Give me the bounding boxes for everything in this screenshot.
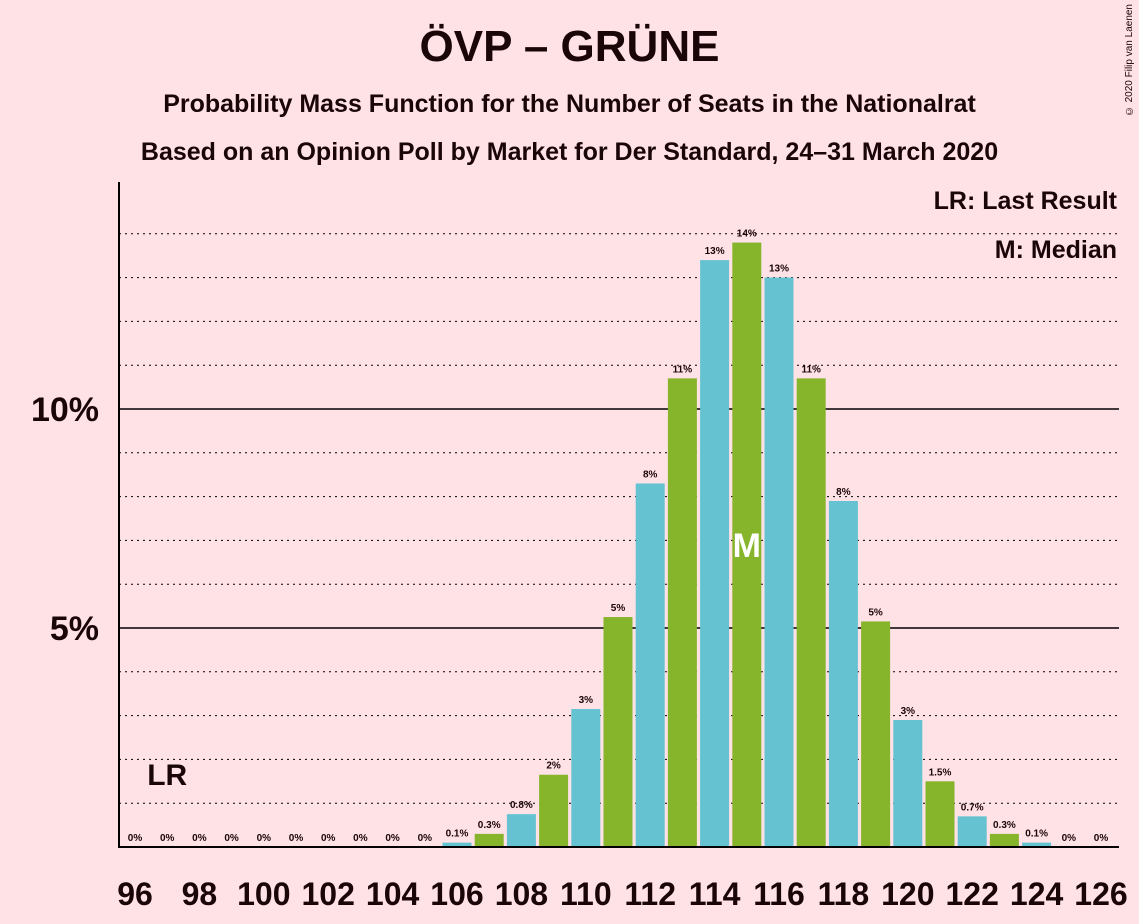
bar-seat-107 bbox=[474, 833, 504, 847]
bar-value-label: 0% bbox=[353, 833, 368, 844]
bar-seat-124 bbox=[1022, 842, 1052, 847]
bar-value-label: 0.8% bbox=[510, 800, 533, 811]
bar-value-label: 0.1% bbox=[1025, 829, 1048, 840]
legend-median: M: Median bbox=[995, 236, 1117, 264]
bar-value-label: 3% bbox=[579, 695, 594, 706]
bar-seat-117 bbox=[796, 378, 826, 847]
last-result-marker: LR bbox=[147, 759, 187, 792]
x-tick-label: 120 bbox=[881, 876, 934, 912]
bar-value-label: 0.1% bbox=[446, 829, 469, 840]
value-labels: 0% 0% 0% 0% 0% 0% 0% 0% 0% 0% 0.1% 0.3% 0.8% 2% 3% 5% 8%… bbox=[128, 229, 1109, 844]
y-tick-label: 10% bbox=[31, 391, 99, 429]
bar-seat-112 bbox=[635, 483, 665, 847]
bar-seat-110 bbox=[571, 709, 601, 847]
bar-seat-120 bbox=[893, 719, 923, 847]
bar-value-label: 14% bbox=[737, 229, 757, 240]
bar-value-label: 2% bbox=[546, 761, 561, 772]
chart-title: ÖVP – GRÜNE bbox=[419, 22, 720, 71]
x-tick-label: 114 bbox=[689, 876, 741, 912]
bar-value-label: 0% bbox=[128, 833, 143, 844]
bar-value-label: 5% bbox=[611, 603, 626, 614]
bar-value-label: 0% bbox=[289, 833, 304, 844]
bar-value-label: 13% bbox=[705, 246, 725, 257]
bar-value-label: 0% bbox=[160, 833, 175, 844]
bar-seat-113 bbox=[667, 378, 697, 847]
bar-seat-123 bbox=[989, 833, 1019, 847]
bar-value-label: 0.3% bbox=[478, 820, 501, 831]
bar-value-label: 0% bbox=[385, 833, 400, 844]
bar-seat-106 bbox=[442, 842, 472, 847]
bar-value-label: 0% bbox=[224, 833, 239, 844]
x-tick-label: 100 bbox=[237, 876, 290, 912]
bar-seat-116 bbox=[764, 277, 794, 848]
chart-subtitle: Probability Mass Function for the Number… bbox=[163, 90, 976, 118]
y-tick-label: 5% bbox=[50, 610, 99, 648]
bar-value-label: 8% bbox=[836, 487, 851, 498]
x-tick-label: 104 bbox=[366, 876, 420, 912]
x-tick-label: 118 bbox=[818, 876, 870, 912]
chart-source-line: Based on an Opinion Poll by Market for D… bbox=[140, 138, 999, 166]
x-tick-label: 108 bbox=[495, 876, 548, 912]
bar-value-label: 0.7% bbox=[961, 802, 984, 813]
x-tick-label: 110 bbox=[560, 876, 612, 912]
x-tick-label: 106 bbox=[430, 876, 483, 912]
x-tick-label: 112 bbox=[624, 876, 676, 912]
axes: 5% 10% 96 98 100 102 104 106 108 110 112 114 116 118 1… bbox=[31, 182, 1128, 912]
legend-last-result: LR: Last Result bbox=[934, 187, 1118, 215]
bar-seat-118 bbox=[828, 500, 858, 847]
bar-seat-115 bbox=[732, 242, 762, 847]
bar-value-label: 0% bbox=[1094, 833, 1109, 844]
bar-seat-111 bbox=[603, 617, 633, 847]
bar-value-label: 0% bbox=[418, 833, 433, 844]
bar-value-label: 8% bbox=[643, 469, 658, 480]
x-tick-label: 124 bbox=[1010, 876, 1064, 912]
median-marker: M bbox=[733, 527, 761, 565]
bar-value-label: 0% bbox=[1062, 833, 1077, 844]
bar-seat-114 bbox=[700, 260, 730, 848]
bar-seat-121 bbox=[925, 781, 955, 847]
x-tick-label: 96 bbox=[117, 876, 153, 912]
bar-value-label: 11% bbox=[801, 364, 821, 375]
bar-seat-109 bbox=[539, 774, 569, 847]
bars bbox=[442, 242, 1052, 848]
bar-seat-108 bbox=[506, 814, 536, 847]
x-tick-label: 126 bbox=[1074, 876, 1127, 912]
bar-value-label: 0% bbox=[257, 833, 272, 844]
x-tick-label: 116 bbox=[753, 876, 805, 912]
bar-value-label: 11% bbox=[673, 364, 693, 375]
bar-value-label: 1.5% bbox=[929, 767, 952, 778]
bar-seat-119 bbox=[861, 621, 891, 847]
x-tick-label: 102 bbox=[302, 876, 355, 912]
bar-value-label: 0% bbox=[192, 833, 207, 844]
bar-seat-122 bbox=[957, 816, 987, 847]
bar-value-label: 0% bbox=[321, 833, 336, 844]
x-tick-label: 98 bbox=[182, 876, 218, 912]
x-tick-label: 122 bbox=[946, 876, 999, 912]
bar-value-label: 3% bbox=[901, 706, 916, 717]
bar-value-label: 0.3% bbox=[993, 820, 1016, 831]
bar-value-label: 5% bbox=[868, 607, 883, 618]
bar-value-label: 13% bbox=[769, 264, 789, 275]
